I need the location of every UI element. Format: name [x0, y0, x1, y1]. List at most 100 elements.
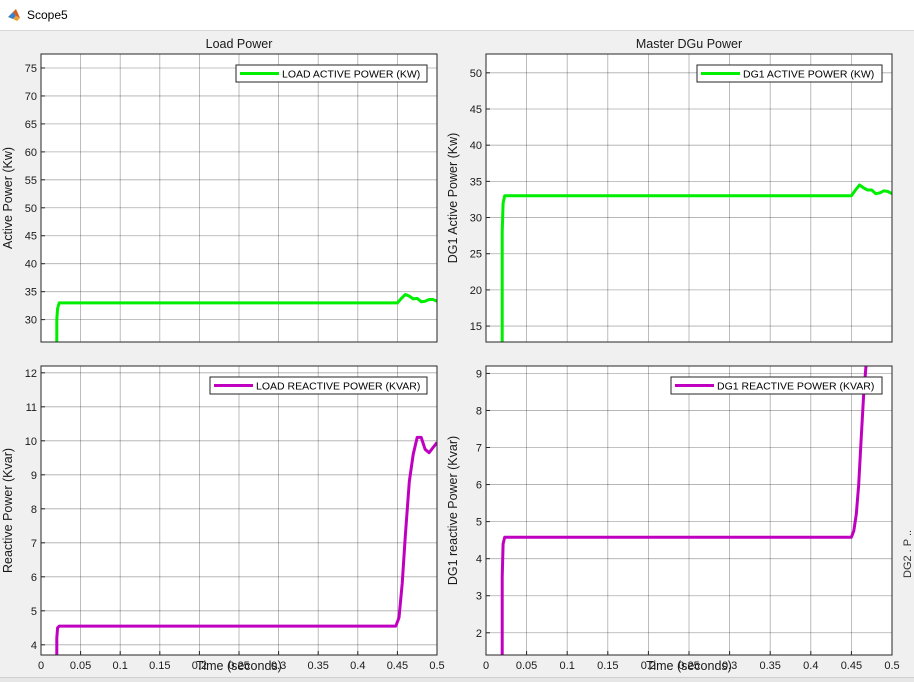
y-tick-label: 2 — [476, 628, 482, 640]
x-tick-label: 0 — [38, 660, 44, 672]
plot-area[interactable] — [41, 54, 437, 342]
y-tick-label: 60 — [25, 147, 37, 159]
y-tick-label: 7 — [31, 538, 37, 550]
x-tick-label: 0.1 — [113, 660, 128, 672]
plot-title: Master DGu Power — [636, 37, 742, 51]
x-tick-label: 0.5 — [884, 660, 899, 672]
axes-box — [485, 53, 893, 343]
y-tick-label: 4 — [31, 640, 37, 652]
series-line-load-active-power-kw — [55, 293, 437, 342]
x-tick-label: 0.2 — [192, 660, 207, 672]
plot-area[interactable] — [486, 366, 892, 655]
y-tick-label: 12 — [25, 368, 37, 380]
y-axis-label: Reactive Power (Kvar) — [1, 448, 15, 573]
y-tick-label: 45 — [470, 104, 482, 116]
y-tick-label: 5 — [476, 517, 482, 529]
y-tick-label: 5 — [31, 606, 37, 618]
y-tick-label: 8 — [476, 405, 482, 417]
legend[interactable]: DG1 REACTIVE POWER (KVAR) — [670, 376, 883, 395]
y-tick-label: 30 — [470, 213, 482, 225]
axes-box — [40, 53, 438, 343]
y-axis-label: DG1 reactive Power (Kvar) — [446, 436, 460, 585]
y-tick-label: 4 — [476, 554, 482, 566]
y-tick-label: 25 — [470, 249, 482, 261]
x-tick-label: 0.15 — [597, 660, 618, 672]
y-tick-label: 35 — [470, 176, 482, 188]
y-tick-label: 30 — [25, 315, 37, 327]
title-bar: Scope5 — [0, 0, 914, 31]
y-tick-label: 11 — [26, 402, 37, 414]
y-tick-label: 65 — [25, 119, 37, 131]
plot-title: Load Power — [206, 37, 273, 51]
legend-entry: LOAD ACTIVE POWER (KW) — [282, 69, 420, 81]
y-tick-label: 9 — [31, 470, 37, 482]
y-tick-label: 75 — [25, 63, 37, 75]
legend[interactable]: LOAD REACTIVE POWER (KVAR) — [209, 376, 428, 395]
axes-box — [40, 365, 438, 656]
legend-box — [209, 376, 428, 395]
y-tick-label: 40 — [470, 140, 482, 152]
legend-box — [696, 64, 883, 83]
window-bottom-edge — [0, 677, 914, 682]
plot-1: 30 35 40 45 50 55 60 65 70 75 Load Power Active Pow… — [1, 37, 438, 343]
x-tick-label: 0.4 — [350, 660, 365, 672]
y-tick-label: 55 — [25, 175, 37, 187]
axes-box — [485, 365, 893, 656]
x-tick-label: 0.35 — [307, 660, 328, 672]
x-axis-label: Time (seconds) — [196, 659, 282, 673]
plot-area[interactable] — [41, 366, 437, 655]
x-tick-label: 0.3 — [722, 660, 737, 672]
y-tick-label: 45 — [25, 231, 37, 243]
x-tick-label: 0.35 — [759, 660, 780, 672]
y-tick-label: 6 — [476, 480, 482, 492]
y-tick-label: 50 — [25, 203, 37, 215]
x-tick-label: 0.4 — [803, 660, 818, 672]
x-tick-label: 0.05 — [516, 660, 537, 672]
legend-entry: DG1 REACTIVE POWER (KVAR) — [717, 381, 874, 393]
y-tick-label: 40 — [25, 259, 37, 271]
clipped-axis-glyphs: DG2 . P .. — [902, 530, 914, 578]
x-tick-label: 0.15 — [149, 660, 170, 672]
x-tick-label: 0.5 — [429, 660, 444, 672]
legend-entry: DG1 ACTIVE POWER (KW) — [743, 69, 874, 81]
x-tick-label: 0.1 — [560, 660, 575, 672]
x-tick-label: 0.2 — [641, 660, 656, 672]
series-line-load-reactive-power-kvar — [55, 435, 437, 655]
series-line-dg1-reactive-power-kvar — [500, 366, 868, 655]
x-tick-label: 0.25 — [678, 660, 699, 672]
y-tick-label: 70 — [25, 91, 37, 103]
legend-box — [670, 376, 883, 395]
y-tick-label: 6 — [31, 572, 37, 584]
y-tick-label: 10 — [25, 436, 37, 448]
y-tick-label: 20 — [470, 285, 482, 297]
y-tick-label: 35 — [25, 287, 37, 299]
plot-area[interactable] — [486, 54, 892, 342]
y-tick-label: 9 — [476, 368, 482, 380]
x-tick-label: 0.25 — [228, 660, 249, 672]
x-tick-label: 0.45 — [841, 660, 862, 672]
y-tick-label: 3 — [476, 591, 482, 603]
y-tick-label: 7 — [476, 443, 482, 455]
x-axis-label: Time (seconds) — [646, 659, 732, 673]
y-tick-label: 50 — [470, 68, 482, 80]
x-tick-label: 0.3 — [271, 660, 286, 672]
legend[interactable]: DG1 ACTIVE POWER (KW) — [696, 64, 883, 83]
legend[interactable]: LOAD ACTIVE POWER (KW) — [235, 64, 428, 83]
plot-4: 2 3 4 5 6 7 8 9 0 0.05 0.1 0.15 0.2 0.25 0.3 0.35 0.4 0.4… — [446, 365, 900, 673]
x-tick-label: 0.05 — [70, 660, 91, 672]
window-title: Scope5 — [27, 8, 68, 22]
y-axis-label: Active Power (Kw) — [1, 147, 15, 249]
x-tick-label: 0 — [483, 660, 489, 672]
y-tick-label: 15 — [470, 321, 482, 333]
legend-entry: LOAD REACTIVE POWER (KVAR) — [256, 381, 420, 393]
legend-box — [235, 64, 428, 83]
plot-3: 4 5 6 7 8 9 10 11 12 0 0.05 0.1 0.15 0.2 0.25 0.3 0.35 0.… — [1, 365, 445, 673]
x-tick-label: 0.45 — [387, 660, 408, 672]
y-tick-label: 8 — [31, 504, 37, 516]
series-line-dg1-active-power-kw — [500, 183, 892, 342]
matlab-logo-icon — [8, 9, 20, 21]
plot-2: 15 20 25 30 35 40 45 50 Master DGu Power DG1 Acti… — [446, 37, 893, 343]
y-axis-label: DG1 Active Power (Kw) — [446, 133, 460, 264]
clipped-third-axis-edge: DG2 . P .. — [902, 530, 914, 578]
